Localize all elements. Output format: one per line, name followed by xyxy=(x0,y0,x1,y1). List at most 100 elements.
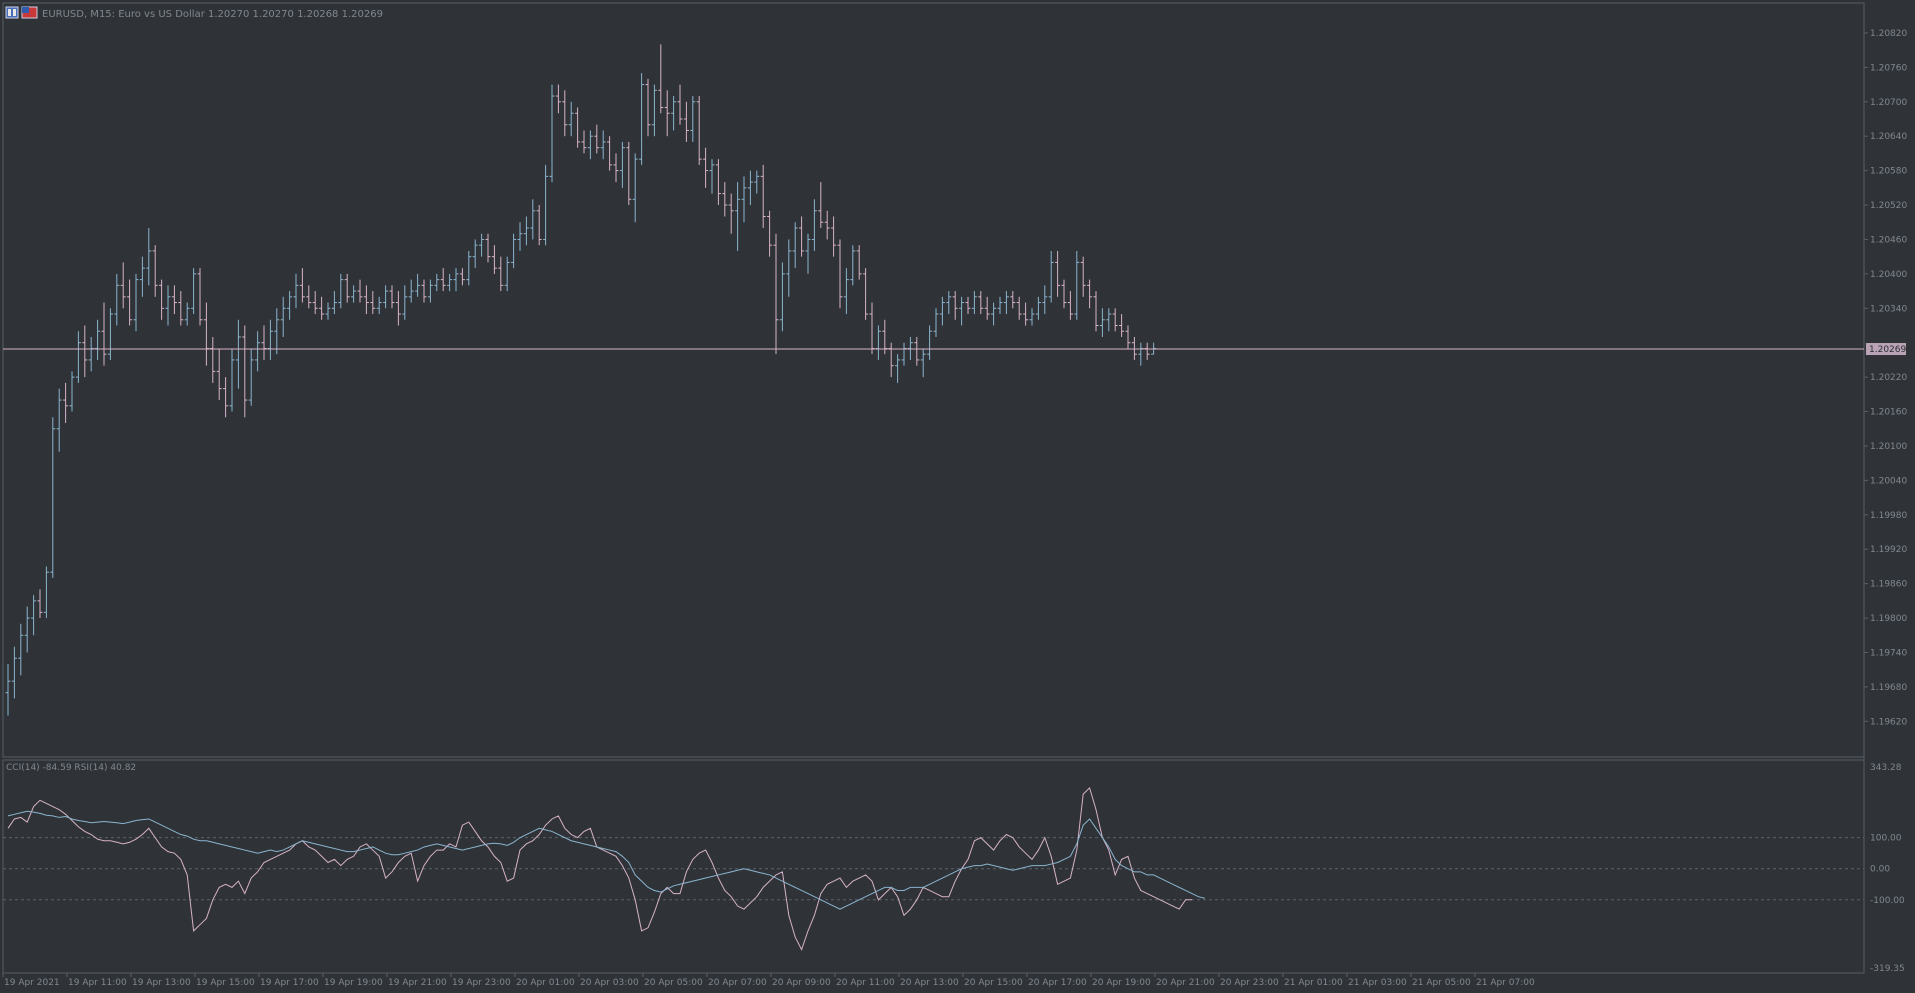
ohlc-bar xyxy=(1016,296,1022,320)
price-tick-label: 1.20100 xyxy=(1870,442,1907,452)
chart-title: EURUSD, M15: Euro vs US Dollar 1.20270 1… xyxy=(42,9,383,20)
ohlc-bar xyxy=(447,273,453,292)
ohlc-bar xyxy=(261,325,267,360)
ohlc-bar xyxy=(363,285,369,315)
ohlc-bar xyxy=(191,268,197,315)
ohlc-bar xyxy=(735,182,741,251)
ohlc-bar xyxy=(184,302,190,326)
ohlc-bar xyxy=(543,164,549,246)
current-price-tag xyxy=(1866,343,1906,356)
ohlc-bar xyxy=(357,279,363,303)
ohlc-bar xyxy=(901,342,907,366)
price-tick-label: 1.20820 xyxy=(1870,29,1907,39)
cci-line xyxy=(7,786,1192,951)
ohlc-bar xyxy=(466,250,472,286)
ohlc-bar xyxy=(760,164,766,228)
flag-icon[interactable] xyxy=(21,6,38,19)
price-tick-label: 1.20040 xyxy=(1870,476,1907,486)
chart-type-icon[interactable] xyxy=(5,6,19,19)
ohlc-bar xyxy=(779,262,785,332)
ohlc-bar xyxy=(645,78,651,137)
ohlc-bar xyxy=(587,130,593,160)
ohlc-bar xyxy=(671,96,677,131)
ohlc-bar xyxy=(703,147,709,188)
price-tick-label: 1.19740 xyxy=(1870,648,1907,658)
ohlc-bar xyxy=(1048,250,1054,303)
ohlc-bar xyxy=(1061,279,1067,309)
time-tick-label: 21 Apr 01:00 xyxy=(1284,978,1343,988)
ohlc-bar xyxy=(875,325,881,360)
price-tick-label: 1.20520 xyxy=(1870,201,1907,211)
ohlc-bar xyxy=(1106,308,1112,332)
ohlc-bar xyxy=(312,291,318,315)
ohlc-bar xyxy=(773,233,779,355)
ohlc-bar xyxy=(613,153,619,183)
ohlc-bar xyxy=(850,245,856,286)
ohlc-bar xyxy=(626,141,632,206)
price-tick-label: 1.19860 xyxy=(1870,580,1907,590)
ohlc-bar xyxy=(575,107,581,148)
ohlc-bar xyxy=(1080,256,1086,297)
ohlc-bar xyxy=(536,205,542,246)
ohlc-bar xyxy=(50,417,56,578)
indicator-tick-label: -100.00 xyxy=(1870,896,1905,906)
price-tick-label: 1.19620 xyxy=(1870,717,1907,727)
ohlc-bar xyxy=(338,273,344,309)
ohlc-bar xyxy=(863,268,869,320)
ohlc-bar xyxy=(1138,342,1144,366)
time-tick-label: 21 Apr 05:00 xyxy=(1412,978,1471,988)
ohlc-bar xyxy=(914,336,920,366)
ohlc-bar xyxy=(1099,308,1105,337)
price-tick-label: 1.20460 xyxy=(1870,235,1907,245)
ohlc-bar xyxy=(754,170,760,194)
ohlc-bar xyxy=(978,291,984,315)
ohlc-bar xyxy=(43,566,49,619)
ohlc-bar xyxy=(274,308,280,355)
time-tick-label: 20 Apr 15:00 xyxy=(964,978,1023,988)
price-tick-label: 1.20340 xyxy=(1870,304,1907,314)
ohlc-bar xyxy=(69,371,75,412)
indicator-axis: 343.28 100.00 0.00 -100.00 -319.35 xyxy=(1870,763,1905,974)
ohlc-bar xyxy=(600,130,606,160)
main-chart-frame xyxy=(2,2,1865,758)
ohlc-bar xyxy=(498,256,504,292)
time-tick-label: 19 Apr 2021 xyxy=(4,978,60,988)
ohlc-bar xyxy=(159,279,165,320)
ohlc-bar xyxy=(888,342,894,378)
price-tick-label: 1.20160 xyxy=(1870,408,1907,418)
time-tick-label: 20 Apr 19:00 xyxy=(1092,978,1151,988)
ohlc-bar xyxy=(562,90,568,137)
ohlc-bar xyxy=(11,646,17,699)
ohlc-bar xyxy=(504,256,510,292)
time-tick-label: 19 Apr 15:00 xyxy=(196,978,255,988)
time-tick-label: 19 Apr 13:00 xyxy=(132,978,191,988)
ohlc-bar xyxy=(959,296,965,326)
price-tick-label: 1.20580 xyxy=(1870,167,1907,177)
ohlc-bar xyxy=(408,279,414,303)
price-tick-label: 1.19680 xyxy=(1870,683,1907,693)
ohlc-bar xyxy=(1023,302,1029,326)
ohlc-bar xyxy=(395,291,401,326)
ohlc-bar xyxy=(306,285,312,309)
ohlc-bar xyxy=(997,296,1003,315)
price-tick-label: 1.19920 xyxy=(1870,545,1907,555)
time-tick-label: 20 Apr 13:00 xyxy=(900,978,959,988)
price-bars xyxy=(5,44,1157,716)
ohlc-bar xyxy=(799,216,805,257)
ohlc-bar xyxy=(696,96,702,165)
indicator-tick-label: 100.00 xyxy=(1870,834,1902,844)
indicator-tick-label: -319.35 xyxy=(1870,964,1905,974)
ohlc-bar xyxy=(210,336,216,383)
ohlc-bar xyxy=(939,296,945,326)
ohlc-bar xyxy=(722,182,728,217)
ohlc-bar xyxy=(459,268,465,286)
time-tick-label: 19 Apr 21:00 xyxy=(388,978,447,988)
ohlc-bar xyxy=(440,268,446,292)
bid-line: 1.20269 xyxy=(3,343,1906,356)
ohlc-bar xyxy=(427,279,433,303)
ohlc-bar xyxy=(56,388,62,452)
ohlc-bar xyxy=(325,302,331,320)
ohlc-bar xyxy=(133,273,139,332)
ohlc-bar xyxy=(747,170,753,206)
